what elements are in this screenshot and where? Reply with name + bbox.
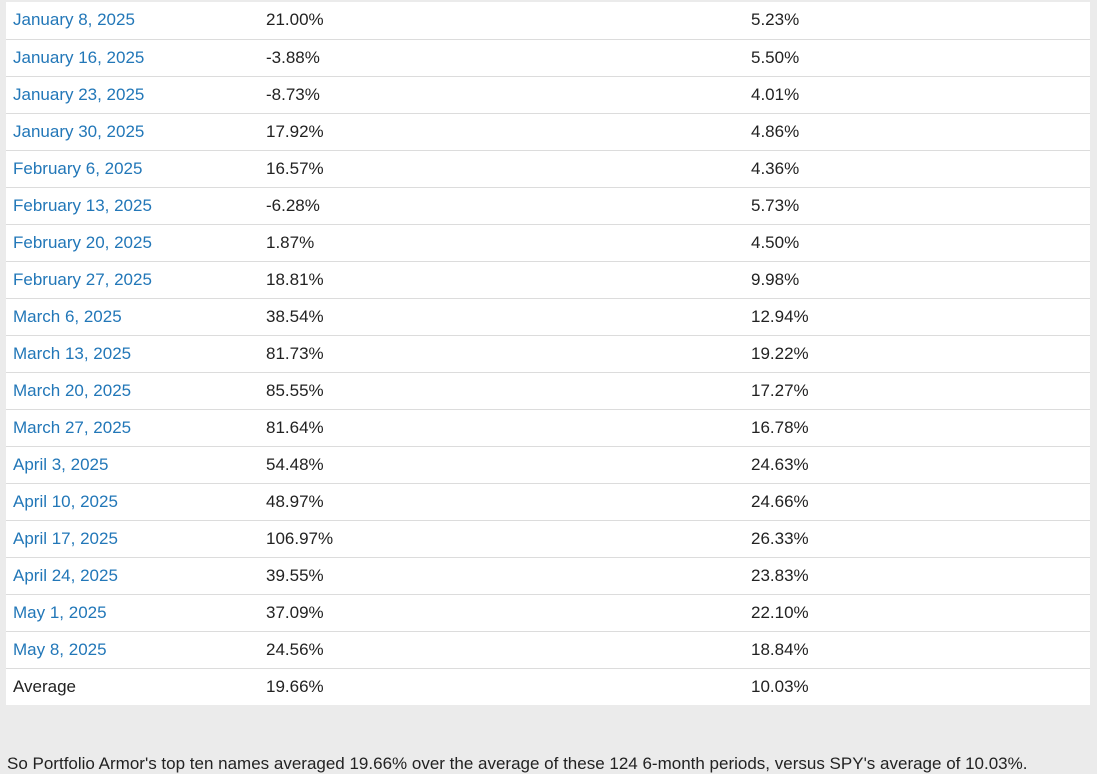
date-cell: February 13, 2025 — [6, 187, 259, 225]
date-link[interactable]: January 23, 2025 — [13, 84, 145, 104]
table-row: January 8, 2025 21.00% 5.23% — [6, 2, 1090, 40]
spy-return-cell: 19.22% — [744, 335, 1090, 373]
date-link[interactable]: March 13, 2025 — [13, 343, 132, 363]
top-ten-return-cell: 24.56% — [259, 631, 744, 669]
date-link[interactable]: March 6, 2025 — [13, 306, 122, 326]
top-ten-return-cell: 21.00% — [259, 2, 744, 40]
table-row: April 24, 2025 39.55% 23.83% — [6, 557, 1090, 595]
top-ten-return-cell: 81.73% — [259, 335, 744, 373]
summary-paragraph: So Portfolio Armor's top ten names avera… — [7, 754, 1028, 773]
table-row: January 30, 2025 17.92% 4.86% — [6, 113, 1090, 151]
date-cell: January 30, 2025 — [6, 113, 259, 151]
date-cell: January 16, 2025 — [6, 39, 259, 77]
table-row: January 23, 2025 -8.73% 4.01% — [6, 76, 1090, 114]
date-link[interactable]: April 17, 2025 — [13, 528, 118, 548]
returns-table: January 8, 2025 21.00% 5.23% January 16,… — [6, 2, 1090, 705]
top-ten-return-cell: 1.87% — [259, 224, 744, 262]
spy-return-cell: 4.86% — [744, 113, 1090, 151]
spy-return-cell: 5.73% — [744, 187, 1090, 225]
spy-return-cell: 17.27% — [744, 372, 1090, 410]
top-ten-return-cell: 37.09% — [259, 594, 744, 632]
top-ten-return-cell: 85.55% — [259, 372, 744, 410]
date-link[interactable]: April 24, 2025 — [13, 565, 118, 585]
date-cell: April 17, 2025 — [6, 520, 259, 558]
spy-return-cell: 5.23% — [744, 2, 1090, 40]
date-cell: March 6, 2025 — [6, 298, 259, 336]
top-ten-return-cell: 81.64% — [259, 409, 744, 447]
date-cell: May 8, 2025 — [6, 631, 259, 669]
spy-return-cell: 4.50% — [744, 224, 1090, 262]
spy-return-cell: 5.50% — [744, 39, 1090, 77]
date-link[interactable]: February 6, 2025 — [13, 158, 143, 178]
date-cell: March 27, 2025 — [6, 409, 259, 447]
spy-return-cell: 16.78% — [744, 409, 1090, 447]
date-link[interactable]: March 27, 2025 — [13, 417, 132, 437]
table-row: January 16, 2025 -3.88% 5.50% — [6, 39, 1090, 77]
spy-return-cell: 23.83% — [744, 557, 1090, 595]
table-row: March 13, 2025 81.73% 19.22% — [6, 335, 1090, 373]
top-ten-return-cell: -8.73% — [259, 76, 744, 114]
table-row: February 13, 2025 -6.28% 5.73% — [6, 187, 1090, 225]
average-label: Average — [13, 676, 77, 696]
top-ten-return-cell: 106.97% — [259, 520, 744, 558]
date-cell: January 8, 2025 — [6, 2, 259, 40]
spy-return-cell: 22.10% — [744, 594, 1090, 632]
date-cell: April 24, 2025 — [6, 557, 259, 595]
table-row: May 8, 2025 24.56% 18.84% — [6, 631, 1090, 669]
spy-return-cell: 24.66% — [744, 483, 1090, 521]
table-row: April 10, 2025 48.97% 24.66% — [6, 483, 1090, 521]
average-row: Average 19.66% 10.03% — [6, 668, 1090, 705]
top-ten-return-cell: 54.48% — [259, 446, 744, 484]
date-cell: May 1, 2025 — [6, 594, 259, 632]
spy-return-cell: 26.33% — [744, 520, 1090, 558]
top-ten-return-cell: 39.55% — [259, 557, 744, 595]
date-link[interactable]: January 8, 2025 — [13, 10, 135, 30]
table-row: April 17, 2025 106.97% 26.33% — [6, 520, 1090, 558]
table-row: May 1, 2025 37.09% 22.10% — [6, 594, 1090, 632]
date-cell: February 6, 2025 — [6, 150, 259, 188]
table-row: February 6, 2025 16.57% 4.36% — [6, 150, 1090, 188]
table-row: February 20, 2025 1.87% 4.50% — [6, 224, 1090, 262]
date-link[interactable]: February 20, 2025 — [13, 232, 152, 252]
date-link[interactable]: May 8, 2025 — [13, 639, 107, 659]
spy-return-cell: 24.63% — [744, 446, 1090, 484]
top-ten-return-cell: 17.92% — [259, 113, 744, 151]
date-link[interactable]: January 16, 2025 — [13, 47, 145, 67]
table-row: March 6, 2025 38.54% 12.94% — [6, 298, 1090, 336]
date-link[interactable]: April 3, 2025 — [13, 454, 109, 474]
date-cell: April 10, 2025 — [6, 483, 259, 521]
spy-return-cell: 18.84% — [744, 631, 1090, 669]
date-cell: March 20, 2025 — [6, 372, 259, 410]
date-link[interactable]: February 27, 2025 — [13, 269, 152, 289]
top-ten-return-cell: 16.57% — [259, 150, 744, 188]
spy-return-cell: 12.94% — [744, 298, 1090, 336]
date-link[interactable]: April 10, 2025 — [13, 491, 118, 511]
table-row: April 3, 2025 54.48% 24.63% — [6, 446, 1090, 484]
date-cell: April 3, 2025 — [6, 446, 259, 484]
date-link[interactable]: May 1, 2025 — [13, 602, 107, 622]
date-cell: February 27, 2025 — [6, 261, 259, 299]
top-ten-return-cell: -3.88% — [259, 39, 744, 77]
date-cell: March 13, 2025 — [6, 335, 259, 373]
table-row: March 20, 2025 85.55% 17.27% — [6, 372, 1090, 410]
spy-return-cell: 4.36% — [744, 150, 1090, 188]
date-cell: February 20, 2025 — [6, 224, 259, 262]
table-row: March 27, 2025 81.64% 16.78% — [6, 409, 1090, 447]
top-ten-return-cell: 48.97% — [259, 483, 744, 521]
date-link[interactable]: February 13, 2025 — [13, 195, 152, 215]
top-ten-return-cell: 18.81% — [259, 261, 744, 299]
returns-table-container: January 8, 2025 21.00% 5.23% January 16,… — [6, 2, 1090, 705]
top-ten-return-cell: -6.28% — [259, 187, 744, 225]
spy-return-cell: 9.98% — [744, 261, 1090, 299]
date-link[interactable]: March 20, 2025 — [13, 380, 132, 400]
date-link[interactable]: January 30, 2025 — [13, 121, 145, 141]
average-spy-return: 10.03% — [751, 676, 809, 696]
top-ten-return-cell: 38.54% — [259, 298, 744, 336]
spy-return-cell: 4.01% — [744, 76, 1090, 114]
average-top-ten-return: 19.66% — [266, 676, 324, 696]
returns-table-body: January 8, 2025 21.00% 5.23% January 16,… — [6, 2, 1090, 705]
date-cell: January 23, 2025 — [6, 76, 259, 114]
table-row: February 27, 2025 18.81% 9.98% — [6, 261, 1090, 299]
